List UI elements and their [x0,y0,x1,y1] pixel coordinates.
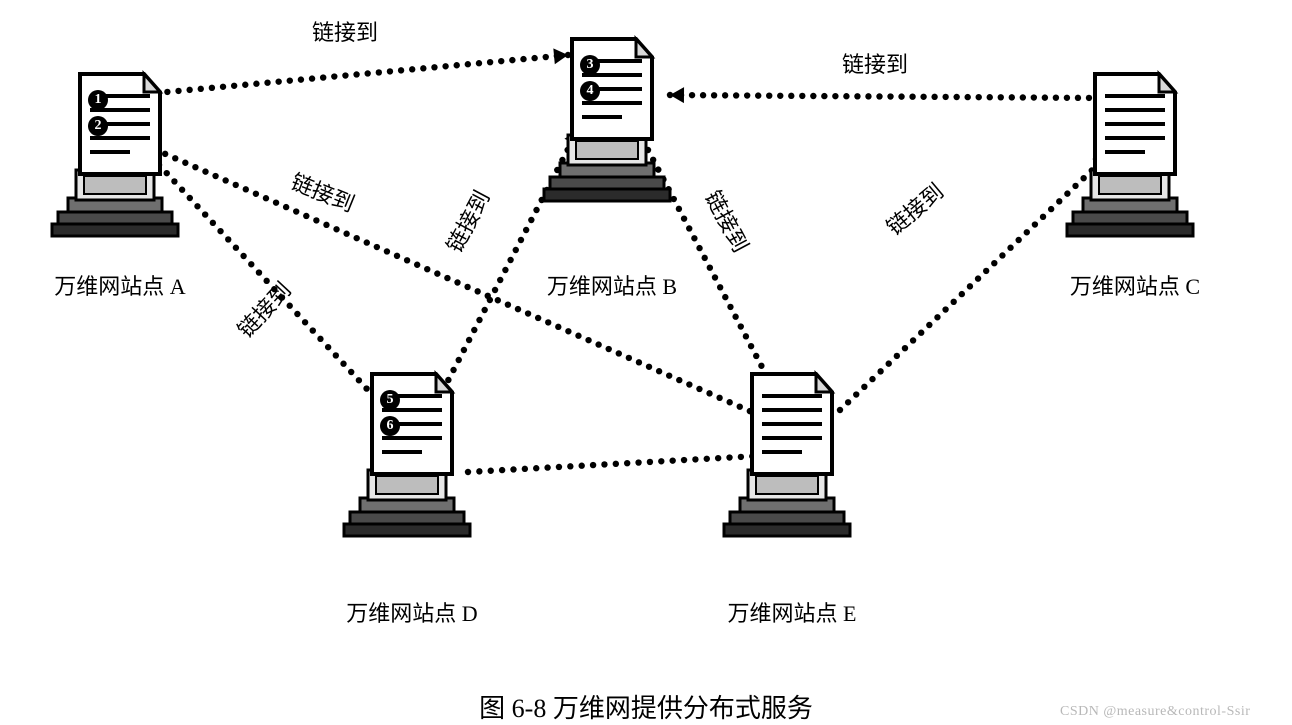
site-node-C [1060,70,1200,245]
link-badge-5: 5 [380,390,400,410]
edge-label-E-C: 链接到 [882,178,949,240]
site-label-A: 万维网站点 A [30,269,210,301]
site-node-E [717,370,857,545]
site-icon [722,370,852,540]
site-icon [542,35,672,205]
site-label-D: 万维网站点 D [322,596,502,628]
edge-label-D-B: 链接到 [442,186,495,256]
edge-label-A-B: 链接到 [312,20,378,45]
site-icon [1065,70,1195,240]
site-node-A [45,70,185,245]
link-badge-6: 6 [380,416,400,436]
site-node-B [537,35,677,210]
edge-A-B [131,48,571,98]
edge-label-D-A: 链接到 [233,277,296,342]
link-badge-2: 2 [88,116,108,136]
site-label-B: 万维网站点 B [522,269,702,301]
site-label-E: 万维网站点 E [702,596,882,628]
link-badge-3: 3 [580,55,600,75]
site-label-C: 万维网站点 C [1045,269,1225,301]
edge-label-B-E: 链接到 [700,186,753,256]
edge-C-B [667,87,1103,103]
site-node-D [337,370,477,545]
link-badge-4: 4 [580,81,600,101]
watermark-text: CSDN @measure&control-Ssir [1060,704,1250,720]
link-badge-1: 1 [88,90,108,110]
edge-label-C-B: 链接到 [842,52,908,77]
site-icon [50,70,180,240]
site-icon [342,370,472,540]
